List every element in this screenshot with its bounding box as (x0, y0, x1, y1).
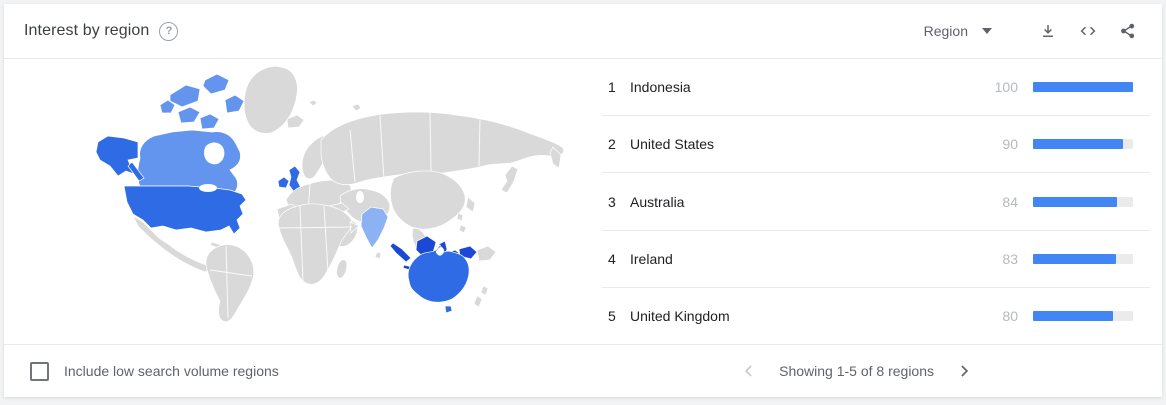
map-region-greenland (243, 66, 298, 134)
caspian-sea-water (356, 191, 364, 203)
map-region-india[interactable] (360, 206, 389, 249)
region-name: United States (630, 136, 715, 153)
value-bar (1033, 82, 1133, 93)
region-value: 100 (994, 79, 1018, 96)
map-region-philippines (456, 212, 464, 222)
rank-number: 4 (608, 250, 616, 267)
map-region-papua-new-guinea (476, 245, 497, 262)
map-region-canada[interactable] (202, 73, 230, 95)
map-region-indonesia[interactable] (389, 242, 412, 263)
region-dropdown-value: Region (923, 23, 968, 39)
map-border-line (299, 205, 304, 283)
rank-number: 3 (608, 193, 616, 210)
page-title: Interest by region (24, 22, 150, 39)
map-border-line (225, 245, 229, 319)
map-region-new-zealand (473, 295, 483, 308)
map-border-line (429, 111, 432, 174)
chevron-down-icon (982, 28, 992, 34)
region-metric-dropdown[interactable]: Region (924, 23, 992, 39)
region-value: 83 (1002, 250, 1018, 267)
card-body: 1 Indonesia 100 2 United States 90 3 Aus… (4, 59, 1162, 344)
map-region-korea (465, 196, 476, 213)
region-value: 84 (1002, 193, 1018, 210)
region-ranking-list: 1 Indonesia 100 2 United States 90 3 Aus… (602, 59, 1150, 344)
map-region-svalbard (308, 99, 318, 107)
map-region-tasmania[interactable] (444, 305, 453, 314)
value-bar-track (1033, 310, 1133, 321)
map-border-line (323, 205, 329, 273)
map-region-canada[interactable] (199, 113, 220, 130)
pagination-next-icon[interactable] (952, 359, 976, 383)
rank-number: 2 (608, 136, 616, 153)
help-icon[interactable]: ? (159, 21, 179, 41)
include-low-volume-label[interactable]: Include low search volume regions (64, 363, 279, 379)
list-item: 2 United States 90 (602, 116, 1150, 174)
map-region-canada[interactable] (224, 94, 245, 114)
map-region-philippines (458, 224, 467, 234)
region-value: 90 (1002, 136, 1018, 153)
world-map-svg (95, 66, 565, 323)
value-bar-track (1033, 253, 1133, 264)
map-region-canada[interactable] (159, 99, 176, 114)
hudson-bay-water (204, 142, 225, 165)
rank-number: 5 (608, 307, 616, 324)
map-border-line (478, 117, 481, 167)
map-border-line (349, 129, 356, 183)
card-footer: Include low search volume regions Showin… (4, 344, 1162, 397)
list-item: 3 Australia 84 (602, 173, 1150, 231)
value-bar-track (1033, 139, 1133, 150)
map-region-sri-lanka (374, 251, 382, 260)
value-bar (1033, 310, 1113, 321)
map-region-united-states[interactable] (127, 161, 145, 182)
gulf-of-carpentaria-water (435, 247, 444, 256)
embed-code-icon[interactable] (1078, 21, 1098, 41)
region-name: United Kingdom (630, 307, 730, 324)
map-region-russia (320, 111, 565, 185)
map-region-south-america (205, 244, 255, 323)
great-lakes-water (199, 184, 217, 192)
pagination: Showing 1-5 of 8 regions (737, 359, 976, 383)
rank-number: 1 (608, 79, 616, 96)
map-region-madagascar (336, 259, 348, 279)
value-bar (1033, 139, 1123, 150)
map-region-china (390, 170, 466, 230)
map-region-africa (277, 203, 353, 285)
map-region-united-states[interactable] (95, 135, 139, 177)
list-item: 1 Indonesia 100 (602, 59, 1150, 117)
region-value: 80 (1002, 307, 1018, 324)
pagination-status: Showing 1-5 of 8 regions (779, 363, 934, 379)
region-name: Indonesia (630, 79, 691, 96)
map-region-united-states[interactable] (123, 185, 247, 235)
map-region-kamchatka (549, 146, 562, 169)
map-region-svalbard (351, 103, 362, 112)
download-icon[interactable] (1038, 21, 1058, 41)
map-region-australia[interactable] (407, 244, 470, 303)
value-bar (1033, 196, 1117, 207)
map-region-new-zealand (480, 285, 489, 296)
map-border-line (209, 269, 253, 277)
interest-by-region-card: Interest by region ? Region (4, 4, 1162, 397)
map-region-iceland (286, 114, 305, 129)
value-bar (1033, 253, 1116, 264)
world-map[interactable] (4, 59, 602, 344)
map-region-canada[interactable] (169, 84, 201, 108)
share-icon[interactable] (1118, 21, 1138, 41)
map-region-canada[interactable] (177, 106, 201, 124)
pagination-prev-icon[interactable] (737, 359, 761, 383)
map-border-line (278, 226, 353, 229)
map-region-ireland[interactable] (277, 176, 290, 189)
list-item: 4 Ireland 83 (602, 231, 1150, 288)
region-name: Ireland (630, 250, 673, 267)
value-bar-track (1033, 196, 1133, 207)
include-low-volume-checkbox[interactable] (30, 361, 49, 381)
list-item: 5 United Kingdom 80 (602, 288, 1150, 344)
map-region-japan (500, 165, 519, 194)
map-border-line (379, 115, 385, 181)
card-header: Interest by region ? Region (4, 4, 1162, 59)
value-bar-track (1033, 82, 1133, 93)
region-name: Australia (630, 193, 685, 210)
